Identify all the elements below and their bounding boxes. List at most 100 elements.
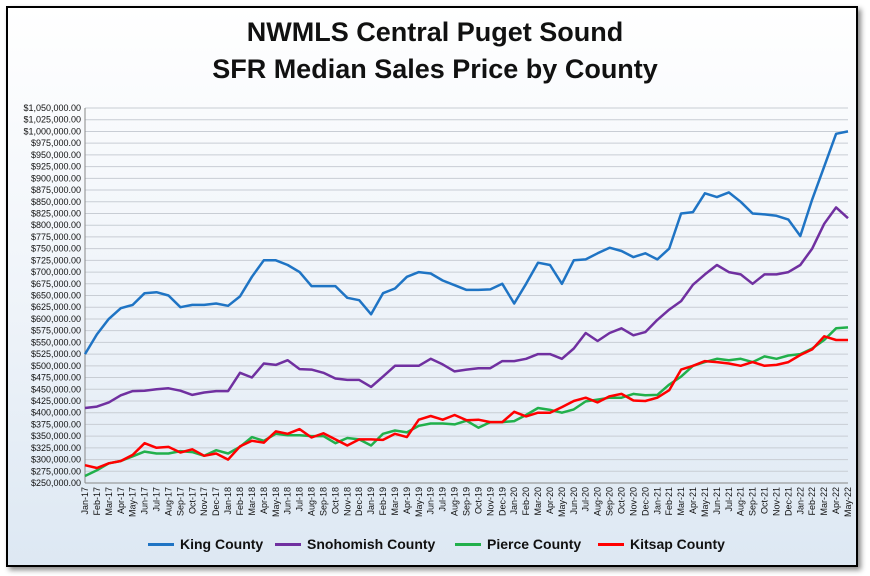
y-tick-label: $725,000.00 <box>31 255 81 265</box>
legend-swatch <box>275 542 301 546</box>
x-tick-label: Jul-20 <box>581 487 591 512</box>
x-tick-label: Jul-19 <box>438 487 448 512</box>
x-tick-label: Aug-20 <box>593 487 603 516</box>
x-tick-label: Jul-17 <box>152 487 162 512</box>
gridlines <box>85 107 848 484</box>
legend-item: Snohomish County <box>275 534 435 554</box>
x-tick-label: Jan-21 <box>652 487 662 515</box>
series-line-snohomish-county <box>84 206 849 410</box>
y-tick-label: $300,000.00 <box>31 455 81 465</box>
series-line-king-county <box>83 130 849 355</box>
x-tick-label: Mar-20 <box>533 487 543 516</box>
y-tick-label: $775,000.00 <box>31 232 81 242</box>
y-tick-label: $625,000.00 <box>31 302 81 312</box>
x-tick-label: Jan-22 <box>795 487 805 515</box>
legend-item: King County <box>148 534 263 554</box>
x-tick-label: Oct-20 <box>616 487 626 514</box>
x-tick-label: Jun-20 <box>569 487 579 515</box>
x-tick-label: Jul-21 <box>724 487 734 512</box>
chart-subtitle: SFR Median Sales Price by County <box>212 54 658 84</box>
x-tick-label: May-21 <box>700 487 710 517</box>
x-tick-label: Mar-22 <box>819 487 829 516</box>
legend-label: Pierce County <box>487 536 582 552</box>
x-tick-label: Jun-17 <box>140 487 150 515</box>
x-tick-label: Dec-19 <box>497 487 507 516</box>
chart-title: NWMLS Central Puget Sound <box>246 17 624 47</box>
y-tick-label: $850,000.00 <box>31 197 81 207</box>
legend-label: King County <box>180 536 264 552</box>
x-tick-label: Feb-20 <box>521 487 531 516</box>
x-tick-label: Nov-19 <box>485 487 495 516</box>
y-tick-label: $525,000.00 <box>31 349 81 359</box>
x-tick-label: Dec-20 <box>640 487 650 516</box>
x-tick-label: Jan-20 <box>509 487 519 515</box>
legend-item: Kitsap County <box>598 534 725 554</box>
x-tick-label: Jun-21 <box>712 487 722 515</box>
y-tick-label: $825,000.00 <box>31 208 81 218</box>
x-tick-label: Nov-17 <box>199 487 209 516</box>
x-tick-label: Aug-17 <box>163 487 173 516</box>
x-tick-label: Mar-17 <box>104 487 114 516</box>
y-tick-label: $950,000.00 <box>31 150 81 160</box>
x-tick-label: Apr-17 <box>116 487 126 514</box>
line-chart: $250,000.00 $275,000.00$300,000.00 $325,00… <box>23 103 853 517</box>
x-tick-label: Jun-18 <box>283 487 293 515</box>
x-tick-label: Oct-18 <box>330 487 340 514</box>
chart-title-block: NWMLS Central Puget Sound SFR Median Sal… <box>0 14 870 88</box>
x-tick-label: Apr-22 <box>831 487 841 514</box>
x-tick-label: Dec-18 <box>354 487 364 516</box>
x-tick-label: Mar-21 <box>676 487 686 516</box>
y-tick-label: $800,000.00 <box>31 220 81 230</box>
x-tick-label: Sep-18 <box>318 487 328 516</box>
x-tick-label: Feb-19 <box>378 487 388 516</box>
y-tick-label: $925,000.00 <box>31 162 81 172</box>
x-tick-label: Feb-17 <box>92 487 102 516</box>
y-tick-label: $400,000.00 <box>31 408 81 418</box>
legend-label: Kitsap County <box>630 536 725 552</box>
x-tick-label: Aug-19 <box>450 487 460 516</box>
x-tick-label: Aug-18 <box>307 487 317 516</box>
x-tick-label: Dec-17 <box>211 487 221 516</box>
y-tick-label: $675,000.00 <box>31 279 81 289</box>
y-tick-label: $1,025,000.00 <box>23 115 81 125</box>
y-tick-label: $425,000.00 <box>31 396 81 406</box>
y-tick-label: $350,000.00 <box>31 431 81 441</box>
x-tick-label: Feb-21 <box>664 487 674 516</box>
y-tick-label: $700,000.00 <box>31 267 81 277</box>
x-tick-label: Jan-19 <box>366 487 376 515</box>
y-tick-label: $1,000,000.00 <box>23 126 81 136</box>
y-tick-label: $575,000.00 <box>31 326 81 336</box>
x-axis: Jan-17 Feb-17 Mar-17 Apr-17 May-17 Jun-17 Jul-… <box>80 487 853 517</box>
x-tick-label: May-20 <box>557 487 567 517</box>
x-tick-label: Mar-18 <box>247 487 257 516</box>
legend-swatch <box>598 542 624 546</box>
y-tick-label: $900,000.00 <box>31 173 81 183</box>
x-tick-label: Oct-21 <box>760 487 770 514</box>
y-axis: $250,000.00 $275,000.00$300,000.00 $325,00… <box>23 103 848 488</box>
x-tick-label: Apr-18 <box>259 487 269 514</box>
y-tick-label: $375,000.00 <box>31 419 81 429</box>
x-tick-label: May-22 <box>843 487 853 517</box>
x-tick-label: Oct-17 <box>187 487 197 514</box>
x-tick-label: Jan-17 <box>80 487 90 515</box>
x-tick-label: Sep-19 <box>462 487 472 516</box>
x-tick-label: Jan-18 <box>223 487 233 515</box>
y-tick-label: $750,000.00 <box>31 244 81 254</box>
y-tick-label: $275,000.00 <box>31 466 81 476</box>
x-tick-label: May-17 <box>128 487 138 517</box>
x-tick-label: Jul-18 <box>295 487 305 512</box>
x-tick-label: May-18 <box>271 487 281 517</box>
y-tick-label: $550,000.00 <box>31 337 81 347</box>
y-tick-label: $500,000.00 <box>31 361 81 371</box>
x-tick-label: Feb-18 <box>235 487 245 516</box>
x-tick-label: Oct-19 <box>473 487 483 514</box>
y-tick-label: $325,000.00 <box>31 443 81 453</box>
legend: King County Snohomish County Pierce County… <box>0 534 870 554</box>
x-tick-label: Aug-21 <box>736 487 746 516</box>
x-tick-label: Jun-19 <box>426 487 436 515</box>
x-tick-label: Nov-18 <box>342 487 352 516</box>
x-tick-label: Sep-20 <box>605 487 615 516</box>
y-tick-label: $250,000.00 <box>31 478 81 488</box>
y-tick-label: $450,000.00 <box>31 384 81 394</box>
x-tick-label: Sep-17 <box>175 487 185 516</box>
